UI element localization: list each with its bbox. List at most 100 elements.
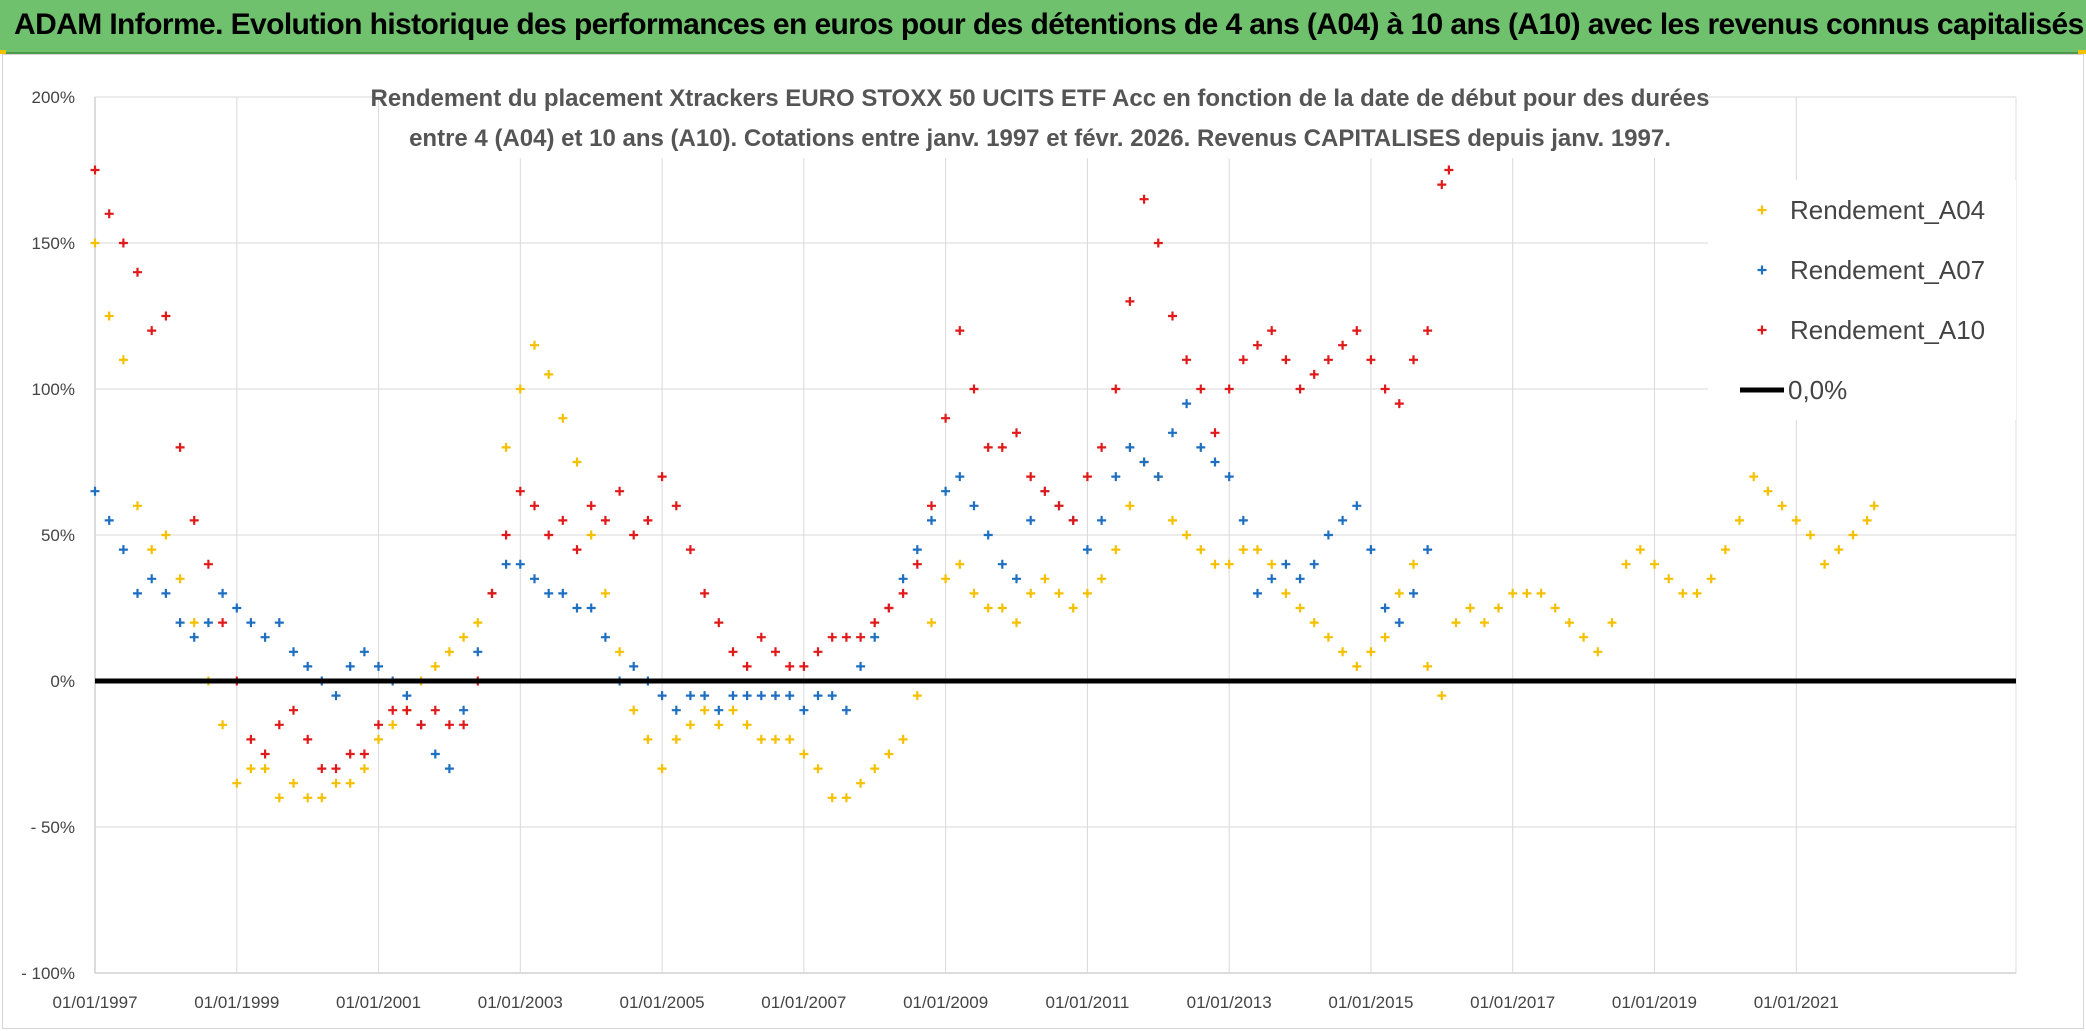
chart-title: Rendement du placement Xtrackers EURO ST… (371, 78, 1709, 158)
data-point (1097, 574, 1107, 584)
data-point (685, 691, 695, 701)
data-point (501, 559, 511, 569)
data-point (1040, 574, 1050, 584)
data-point (1423, 661, 1433, 671)
data-point (289, 778, 298, 788)
data-point (515, 559, 525, 569)
data-point (1153, 472, 1163, 482)
data-point (841, 705, 851, 715)
data-point (941, 413, 951, 423)
data-point (133, 588, 142, 598)
legend-label: 0,0% (1788, 375, 1847, 405)
data-point (1437, 180, 1447, 190)
data-point (600, 515, 610, 525)
data-point (133, 267, 142, 277)
data-point (388, 720, 398, 730)
data-point (629, 530, 639, 540)
data-point (530, 340, 539, 350)
data-point (218, 720, 228, 730)
data-point (1352, 661, 1362, 671)
legend-marker (1757, 205, 1767, 215)
data-point (671, 734, 681, 744)
data-point (785, 734, 795, 744)
data-point (1238, 515, 1248, 525)
data-point (1309, 618, 1319, 628)
data-point (1295, 574, 1305, 584)
data-point (374, 720, 383, 730)
data-point (657, 472, 667, 482)
data-point (742, 691, 752, 701)
data-point (629, 705, 639, 715)
y-tick-label: 100% (32, 380, 75, 399)
data-point (1621, 559, 1631, 569)
data-series (90, 165, 2016, 803)
data-point (983, 442, 993, 452)
data-point (983, 530, 993, 540)
data-point (955, 559, 965, 569)
data-point (572, 545, 582, 555)
data-point (799, 661, 809, 671)
data-point (246, 764, 256, 774)
data-point (941, 486, 951, 496)
data-point (572, 457, 582, 467)
legend-label: Rendement_A04 (1790, 195, 1985, 225)
data-point (1267, 326, 1277, 336)
data-point (1309, 559, 1319, 569)
data-point (118, 355, 128, 365)
data-point (530, 574, 539, 584)
data-point (1366, 545, 1376, 555)
data-point (1196, 384, 1206, 394)
data-point (615, 486, 625, 496)
data-point (558, 588, 568, 598)
data-point (1536, 588, 1546, 598)
data-point (1437, 691, 1447, 701)
data-point (232, 603, 242, 613)
x-tick-label: 01/01/2007 (761, 993, 846, 1012)
data-point (359, 647, 369, 657)
data-point (657, 764, 667, 774)
banner-accent-right (2078, 50, 2086, 54)
data-point (870, 618, 880, 628)
data-point (728, 691, 738, 701)
data-point (1635, 545, 1645, 555)
data-point (218, 618, 228, 628)
data-point (927, 515, 936, 525)
data-point (1564, 618, 1574, 628)
data-point (317, 764, 327, 774)
y-tick-label: 50% (41, 526, 75, 545)
data-point (1451, 618, 1461, 628)
data-point (232, 778, 242, 788)
data-point (544, 588, 554, 598)
legend-background (1708, 180, 2016, 420)
data-point (1026, 472, 1036, 482)
data-point (884, 603, 894, 613)
data-point (317, 793, 327, 803)
data-point (1097, 515, 1107, 525)
data-point (1749, 472, 1759, 482)
data-point (1026, 515, 1036, 525)
data-point (657, 691, 667, 701)
data-point (1579, 632, 1589, 642)
data-point (898, 588, 908, 598)
data-point (685, 720, 695, 730)
data-point (1338, 515, 1348, 525)
data-point (927, 501, 936, 511)
data-point (1380, 632, 1390, 642)
data-point (799, 705, 809, 715)
data-point (1253, 340, 1262, 350)
data-point (1522, 588, 1532, 598)
data-point (544, 530, 554, 540)
data-point (1153, 238, 1163, 248)
data-point (147, 545, 157, 555)
data-point (1168, 515, 1177, 525)
data-point (700, 705, 710, 715)
legend-label: Rendement_A07 (1790, 255, 1985, 285)
data-point (1125, 501, 1135, 511)
data-point (1380, 603, 1390, 613)
data-point (374, 661, 383, 671)
series-rendement-a04 (90, 238, 1879, 803)
data-point (1012, 428, 1021, 438)
data-point (1210, 559, 1220, 569)
data-point (1182, 355, 1192, 365)
data-point (1068, 515, 1078, 525)
